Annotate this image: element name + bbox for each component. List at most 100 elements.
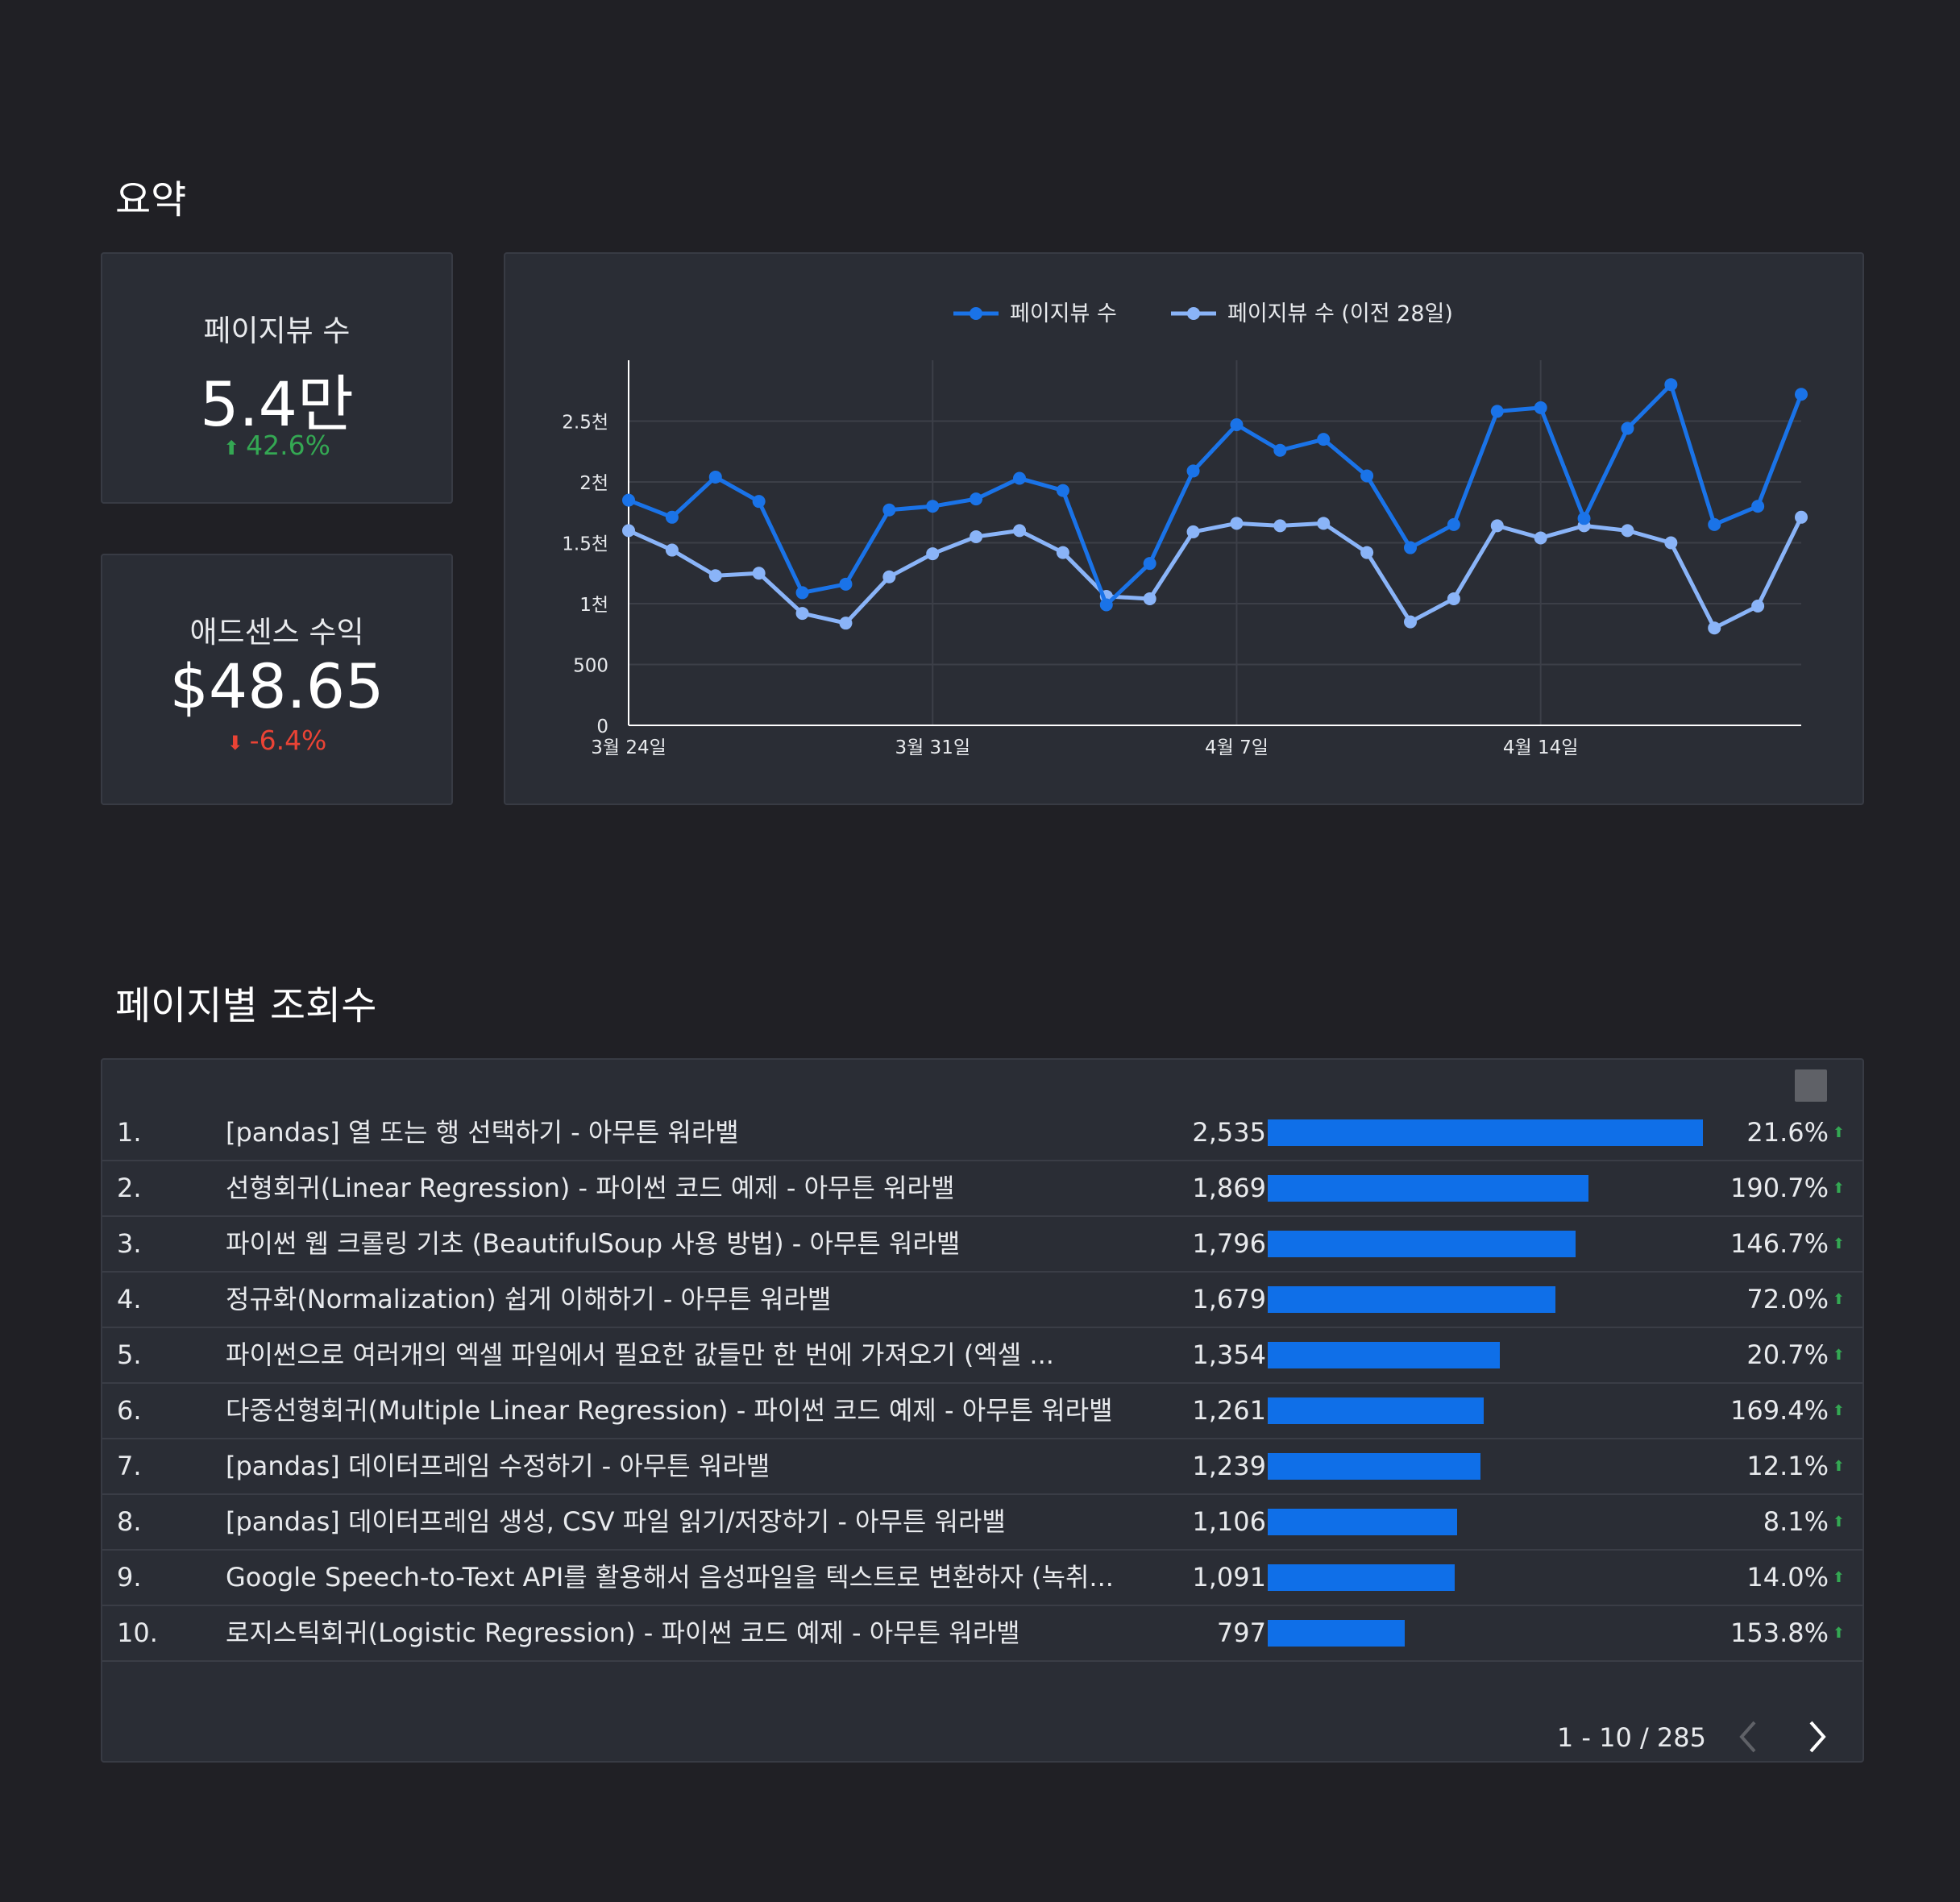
row-rank: 7. xyxy=(117,1451,142,1481)
data-point-0 xyxy=(1317,433,1331,446)
kpi-label: 애드센스 수익 xyxy=(189,615,364,650)
data-point-1 xyxy=(1186,525,1200,538)
data-point-1 xyxy=(926,547,940,561)
legend-swatch-dot xyxy=(1187,307,1200,320)
row-change-pct: 12.1% xyxy=(1746,1451,1829,1481)
table-row[interactable]: 10. 로지스틱회귀(Logistic Regression) - 파이썬 코드 … xyxy=(102,1606,1862,1662)
row-page-title[interactable]: 다중선형회귀(Multiple Linear Regression) - 파이썬… xyxy=(226,1395,1113,1426)
table-row[interactable]: 8. [pandas] 데이터프레임 생성, CSV 파일 읽기/저장하기 - 아… xyxy=(102,1495,1862,1551)
x-tick-label: 3월 31일 xyxy=(895,737,970,758)
pageviews-chart-card[interactable]: 0 500 1천 1.5천 2천 2.5천 3월 24일 3월 31일 4월 7일 4월 14일 페… xyxy=(504,252,1864,805)
square-icon[interactable] xyxy=(1795,1069,1827,1102)
row-views: 1,679 xyxy=(1192,1284,1266,1314)
row-views-bar xyxy=(1268,1397,1484,1424)
chevron-left-icon[interactable] xyxy=(1732,1714,1764,1759)
table-row[interactable]: 7. [pandas] 데이터프레임 수정하기 - 아무튼 워라밸 1,239 12.… xyxy=(102,1439,1862,1495)
data-point-1 xyxy=(795,607,809,621)
table-row[interactable]: 3. 파이썬 웹 크롤링 기초 (BeautifulSoup 사용 방법) - 아… xyxy=(102,1217,1862,1273)
y-tick-label: 1천 xyxy=(579,595,608,616)
table-row[interactable]: 4. 정규화(Normalization) 쉽게 이해하기 - 아무튼 워라밸 1,… xyxy=(102,1273,1862,1328)
row-views-bar xyxy=(1268,1342,1500,1368)
row-rank: 4. xyxy=(117,1284,142,1314)
table-row[interactable]: 6. 다중선형회귀(Multiple Linear Regression) - 파… xyxy=(102,1384,1862,1439)
kpi-pageviews-card[interactable]: 페이지뷰 수 5.4만 ⬆ 42.6% xyxy=(101,252,453,504)
row-page-title[interactable]: [pandas] 데이터프레임 수정하기 - 아무튼 워라밸 xyxy=(226,1451,770,1481)
kpi-adsense-card[interactable]: 애드센스 수익 $48.65 ⬇ -6.4% xyxy=(101,554,453,805)
table-row[interactable]: 9. Google Speech-to-Text API를 활용해서 음성파일을 … xyxy=(102,1551,1862,1606)
row-views-bar xyxy=(1268,1453,1480,1480)
kpi-delta-value: -6.4% xyxy=(249,725,327,756)
row-page-title[interactable]: 파이썬으로 여러개의 엑셀 파일에서 필요한 값들만 한 번에 가져오기 (엑셀… xyxy=(226,1339,1054,1370)
data-point-0 xyxy=(1099,598,1113,612)
table-row[interactable]: 2. 선형회귀(Linear Regression) - 파이썬 코드 예제 - … xyxy=(102,1161,1862,1217)
x-tick-label: 4월 14일 xyxy=(1503,737,1579,758)
data-point-0 xyxy=(970,492,983,506)
data-point-0 xyxy=(622,493,635,507)
legend-label: 페이지뷰 수 xyxy=(1010,301,1117,326)
row-page-title[interactable]: [pandas] 데이터프레임 생성, CSV 파일 읽기/저장하기 - 아무튼… xyxy=(226,1506,1006,1537)
row-views: 1,354 xyxy=(1192,1339,1266,1370)
row-page-title[interactable]: [pandas] 열 또는 행 선택하기 - 아무튼 워라밸 xyxy=(226,1117,739,1148)
data-point-0 xyxy=(882,503,896,517)
row-page-title[interactable]: Google Speech-to-Text API를 활용해서 음성파일을 텍스… xyxy=(226,1562,1114,1593)
arrow-up-icon: ⬆ xyxy=(1832,1180,1845,1197)
arrow-up-icon: ⬆ xyxy=(1832,1235,1845,1252)
row-change-pct: 8.1% xyxy=(1763,1506,1829,1537)
data-point-1 xyxy=(1360,546,1374,559)
row-rank: 8. xyxy=(117,1506,142,1537)
arrow-up-icon: ⬆ xyxy=(1832,1625,1845,1642)
pagination-label: 1 - 10 / 285 xyxy=(1556,1722,1706,1753)
data-point-1 xyxy=(622,524,635,538)
series-line-0 xyxy=(628,382,1804,608)
row-rank: 6. xyxy=(117,1395,142,1426)
row-views: 1,796 xyxy=(1192,1228,1266,1259)
row-change-pct: 21.6% xyxy=(1746,1117,1829,1148)
chevron-right-icon[interactable] xyxy=(1801,1714,1833,1759)
kpi-delta: ⬇ -6.4% xyxy=(102,725,451,756)
data-point-1 xyxy=(1056,546,1069,559)
table-row[interactable]: 1. [pandas] 열 또는 행 선택하기 - 아무튼 워라밸 2,535 21.… xyxy=(102,1106,1862,1161)
row-views-bar xyxy=(1268,1231,1576,1257)
row-change-pct: 20.7% xyxy=(1746,1339,1829,1370)
data-point-1 xyxy=(1143,592,1156,605)
pages-title: 페이지별 조회수 xyxy=(115,983,377,1028)
data-point-1 xyxy=(839,617,853,630)
row-page-title[interactable]: 파이썬 웹 크롤링 기초 (BeautifulSoup 사용 방법) - 아무튼… xyxy=(226,1228,961,1259)
row-page-title[interactable]: 정규화(Normalization) 쉽게 이해하기 - 아무튼 워라밸 xyxy=(226,1284,832,1314)
data-point-1 xyxy=(1751,600,1765,613)
data-point-0 xyxy=(1143,557,1156,571)
data-point-0 xyxy=(1577,512,1591,525)
data-point-1 xyxy=(665,543,679,557)
kpi-delta-value: 42.6% xyxy=(246,430,330,461)
data-point-1 xyxy=(970,529,983,543)
row-rank: 1. xyxy=(117,1117,142,1148)
arrow-down-icon: ⬇ xyxy=(226,732,243,754)
arrow-up-icon: ⬆ xyxy=(1832,1569,1845,1586)
row-views-bar xyxy=(1268,1620,1405,1647)
row-page-title[interactable]: 로지스틱회귀(Logistic Regression) - 파이썬 코드 예제 … xyxy=(226,1618,1020,1648)
y-tick-label: 2천 xyxy=(579,473,608,494)
legend-label: 페이지뷰 수 (이전 28일) xyxy=(1227,301,1453,326)
row-page-title[interactable]: 선형회귀(Linear Regression) - 파이썬 코드 예제 - 아무… xyxy=(226,1173,955,1203)
data-point-0 xyxy=(839,577,853,591)
data-point-0 xyxy=(1795,388,1808,401)
arrow-up-icon: ⬆ xyxy=(1832,1458,1845,1475)
data-point-0 xyxy=(1013,471,1026,485)
data-point-1 xyxy=(1317,517,1331,530)
row-views-bar xyxy=(1268,1175,1588,1202)
y-tick-label: 500 xyxy=(573,656,608,677)
data-point-1 xyxy=(1447,592,1460,605)
data-point-1 xyxy=(1621,524,1634,538)
row-views-bar xyxy=(1268,1286,1555,1313)
row-views: 1,091 xyxy=(1192,1562,1266,1593)
arrow-up-icon: ⬆ xyxy=(1832,1124,1845,1141)
row-views-bar xyxy=(1268,1564,1455,1591)
pageviews-line-chart: 0 500 1천 1.5천 2천 2.5천 3월 24일 3월 31일 4월 7일 4월 14일 페… xyxy=(562,301,1808,758)
table-row[interactable]: 5. 파이썬으로 여러개의 엑셀 파일에서 필요한 값들만 한 번에 가져오기 (… xyxy=(102,1328,1862,1384)
row-change-pct: 153.8% xyxy=(1730,1618,1829,1648)
arrow-up-icon: ⬆ xyxy=(223,437,240,459)
data-point-1 xyxy=(708,569,722,583)
x-tick-label: 3월 24일 xyxy=(591,737,666,758)
row-views: 797 xyxy=(1216,1618,1266,1648)
data-point-1 xyxy=(1273,519,1287,533)
